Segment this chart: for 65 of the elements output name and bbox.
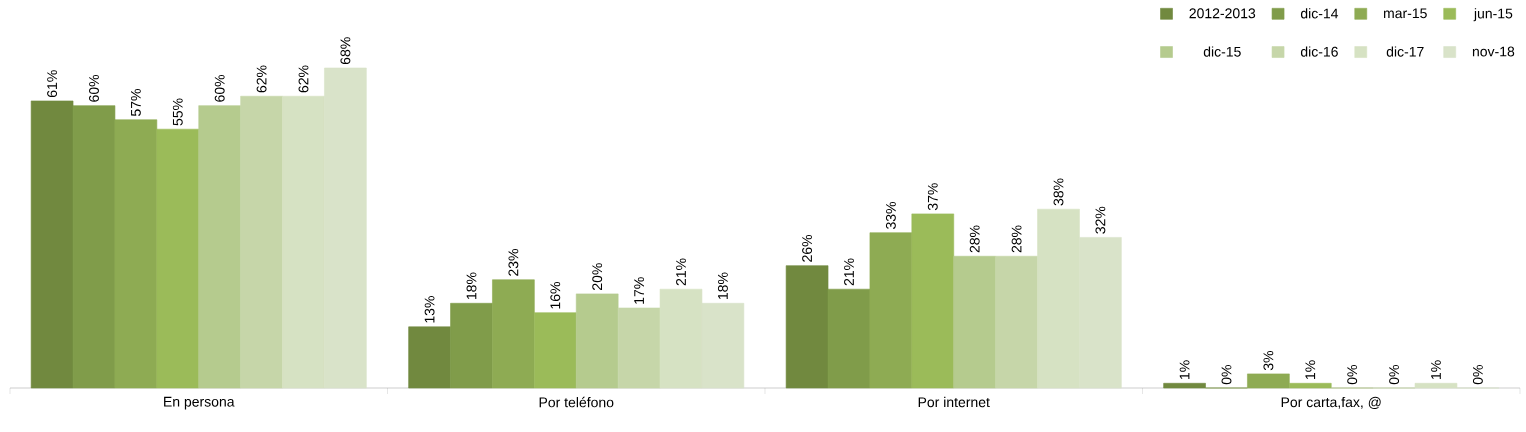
data-label: 3% — [1263, 350, 1274, 371]
data-label: 55% — [172, 98, 183, 126]
bar — [869, 232, 913, 389]
legend-label: jun-15 — [1473, 8, 1513, 22]
data-label: 60% — [214, 74, 225, 102]
data-label: 38% — [1053, 178, 1064, 206]
bar — [1247, 373, 1290, 389]
bar — [953, 255, 996, 389]
x-tick-label: En persona — [164, 396, 235, 410]
data-label: 0% — [1472, 365, 1483, 385]
bar — [575, 293, 619, 389]
data-label: 57% — [130, 89, 141, 116]
legend-label: dic-17 — [1386, 46, 1424, 57]
bar — [114, 119, 158, 389]
data-label: 26% — [802, 234, 813, 262]
data-label: 16% — [550, 281, 561, 309]
data-label: 0% — [1221, 365, 1232, 385]
legend-label: mar-15 — [1384, 8, 1427, 19]
bar — [911, 213, 955, 389]
data-label: 28% — [969, 225, 980, 253]
data-label: 60% — [89, 74, 99, 102]
bar — [534, 312, 577, 389]
bar — [156, 128, 200, 389]
data-label: 32% — [1095, 206, 1106, 234]
data-label: 20% — [592, 263, 603, 290]
bar — [995, 255, 1038, 389]
data-label: 61% — [47, 70, 58, 98]
data-label: 1% — [1179, 360, 1190, 380]
bar — [30, 100, 74, 389]
data-label: 37% — [927, 183, 938, 211]
data-label: 1% — [1431, 360, 1441, 380]
legend-label: dic-14 — [1300, 8, 1339, 19]
x-tick-label: Por carta,fax, @ — [1281, 396, 1381, 409]
data-label: 23% — [508, 249, 519, 276]
data-label: 68% — [340, 37, 351, 65]
legend-label: nov-18 — [1472, 46, 1515, 57]
bar — [1289, 382, 1332, 389]
data-label: 1% — [1305, 360, 1316, 380]
bar — [617, 307, 661, 389]
data-label: 21% — [676, 258, 686, 286]
legend-label: 2012-2013 — [1189, 8, 1256, 19]
data-label: 21% — [844, 258, 854, 286]
data-label: 62% — [256, 65, 267, 93]
data-label: 18% — [717, 272, 728, 300]
x-tick-label: Por teléfono — [539, 396, 614, 408]
data-label: 17% — [634, 277, 644, 304]
legend-label: dic-15 — [1203, 46, 1241, 57]
bar — [450, 302, 493, 389]
bar — [492, 279, 535, 389]
bar — [785, 265, 829, 389]
data-label: 0% — [1347, 365, 1358, 385]
bar — [408, 326, 451, 389]
bar — [1163, 382, 1206, 389]
bar — [827, 288, 871, 389]
data-label: 0% — [1389, 365, 1400, 385]
data-label: 18% — [466, 272, 477, 300]
data-label: 33% — [885, 201, 896, 229]
data-label: 62% — [298, 65, 309, 93]
bar — [72, 105, 116, 389]
data-label: 13% — [424, 296, 435, 323]
x-tick-label: Por internet — [918, 396, 990, 408]
data-label: 28% — [1011, 225, 1022, 253]
bar — [240, 95, 283, 389]
bar — [198, 105, 241, 389]
legend-label: dic-16 — [1300, 46, 1338, 57]
